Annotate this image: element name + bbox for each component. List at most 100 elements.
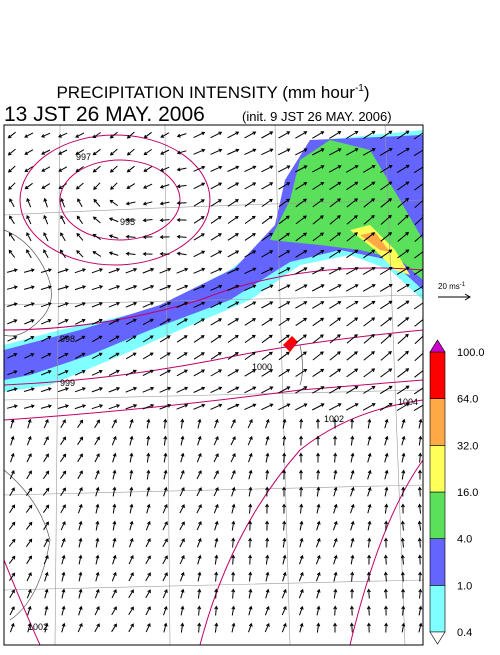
wind-arrow xyxy=(58,352,69,359)
wind-arrow xyxy=(7,353,18,359)
wind-arrow xyxy=(142,335,154,343)
wind-arrow xyxy=(126,165,135,173)
wind-arrow xyxy=(24,353,35,359)
wind-arrow xyxy=(278,284,291,292)
wind-arrow xyxy=(261,215,273,225)
wind-arrow xyxy=(128,572,134,582)
wind-arrow xyxy=(350,520,355,531)
wind-arrow xyxy=(112,537,117,548)
wind-arrow xyxy=(363,181,376,191)
wind-arrow xyxy=(92,165,101,173)
wind-arrow xyxy=(379,148,393,156)
wind-arrow xyxy=(129,452,134,463)
wind-arrow xyxy=(7,302,18,307)
wind-arrow xyxy=(43,521,49,531)
wind-arrow xyxy=(61,537,66,548)
wind-arrow xyxy=(261,182,274,190)
wind-arrow xyxy=(227,318,240,326)
wind-arrow xyxy=(244,284,257,292)
wind-arrow xyxy=(196,521,202,531)
wind-arrow xyxy=(125,318,137,326)
wind-arrow xyxy=(7,131,16,139)
wind-arrow xyxy=(333,571,338,582)
wind-arrow xyxy=(362,284,376,292)
colorbar-label: 32.0 xyxy=(457,440,478,452)
wind-arrow xyxy=(24,132,34,138)
wind-arrow xyxy=(278,148,291,156)
wind-arrow xyxy=(312,368,325,378)
wind-arrow xyxy=(248,537,253,548)
wind-arrow xyxy=(159,301,172,308)
wind-arrow xyxy=(367,469,372,480)
colorbar-label: 64.0 xyxy=(457,394,478,406)
reference-label: 20 ms-1 xyxy=(438,282,466,291)
wind-arrow xyxy=(43,214,49,225)
wind-arrow xyxy=(26,453,32,463)
wind-arrow xyxy=(346,386,359,394)
wind-arrow xyxy=(261,131,274,139)
wind-arrow xyxy=(142,251,153,256)
wind-arrow xyxy=(315,554,321,565)
wind-arrow xyxy=(383,554,388,565)
wind-arrow xyxy=(108,268,121,274)
wind-arrow xyxy=(346,301,359,309)
wind-arrow xyxy=(40,319,52,325)
wind-arrow xyxy=(176,352,188,360)
wind-arrow xyxy=(193,165,206,172)
wind-arrow xyxy=(196,452,202,463)
wind-arrow xyxy=(91,318,103,325)
wind-arrow xyxy=(231,588,236,599)
wind-arrow xyxy=(401,469,406,480)
wind-arrow xyxy=(278,369,291,377)
wind-arrow xyxy=(9,504,16,514)
title-sup: -1 xyxy=(355,83,364,94)
wind-arrow xyxy=(41,335,52,342)
wind-arrow xyxy=(146,469,151,480)
wind-arrow xyxy=(94,469,100,480)
colorbar-segment xyxy=(429,445,446,493)
wind-arrow xyxy=(328,284,342,292)
wind-arrow xyxy=(299,435,304,446)
wind-arrow xyxy=(214,622,219,633)
wind-arrow xyxy=(282,537,287,548)
wind-arrow xyxy=(418,452,423,463)
wind-arrow xyxy=(43,419,49,429)
colorbar-segment xyxy=(429,538,446,586)
wind-arrow xyxy=(333,537,338,548)
wind-arrow xyxy=(126,148,135,156)
wind-arrow xyxy=(214,520,219,531)
wind-arrow xyxy=(400,571,405,582)
wind-arrow xyxy=(193,182,206,190)
wind-arrow xyxy=(25,521,33,530)
wind-arrow xyxy=(26,588,32,599)
reference-arrow xyxy=(438,293,471,301)
wind-arrow xyxy=(163,622,168,633)
wind-arrow xyxy=(244,131,257,139)
wind-arrow xyxy=(108,302,121,308)
wind-arrow xyxy=(213,436,219,446)
wind-arrow xyxy=(197,588,202,599)
wind-arrow xyxy=(91,387,104,393)
wind-arrow xyxy=(142,369,154,377)
wind-arrow xyxy=(23,404,35,409)
wind-arrow xyxy=(27,418,32,429)
wind-arrow xyxy=(163,486,168,497)
wind-arrow xyxy=(413,266,423,276)
wind-arrow xyxy=(363,368,376,378)
wind-arrow xyxy=(333,588,338,599)
wind-arrow xyxy=(278,198,290,208)
wind-arrow xyxy=(282,418,287,429)
wind-arrow xyxy=(400,537,405,548)
contour-label: 999 xyxy=(60,378,75,388)
wind-arrow xyxy=(227,215,239,224)
wind-arrow xyxy=(214,571,219,582)
wind-arrow xyxy=(9,487,15,497)
wind-arrow xyxy=(397,368,410,378)
wind-arrow xyxy=(125,285,138,291)
wind-arrow xyxy=(384,469,389,480)
wind-arrow xyxy=(210,403,223,410)
wind-arrow xyxy=(179,487,185,497)
wind-arrow xyxy=(231,537,236,548)
wind-arrow xyxy=(295,215,307,225)
wind-arrow xyxy=(282,469,287,480)
